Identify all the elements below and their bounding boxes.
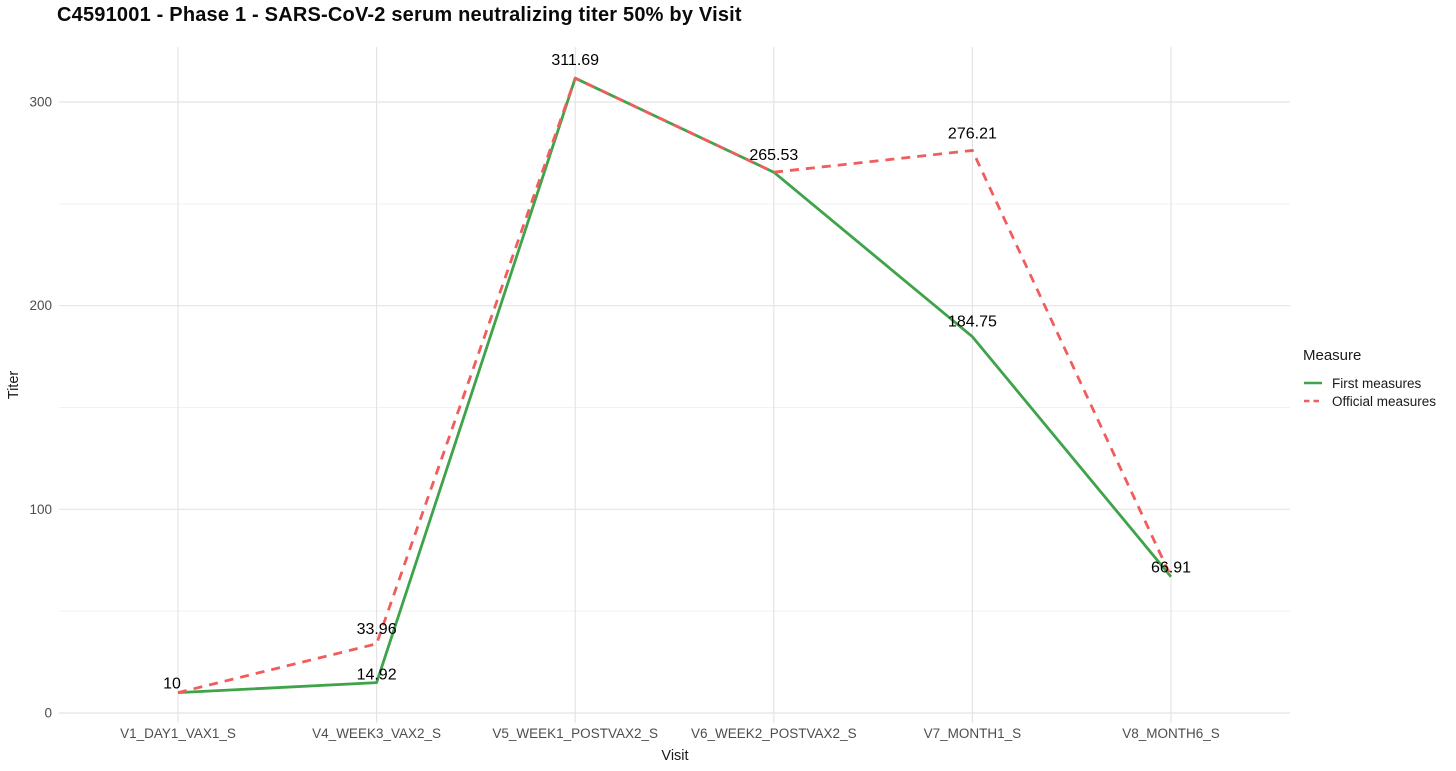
y-tick-label: 100: [29, 502, 52, 517]
legend-item-official-measures: Official measures: [1303, 392, 1436, 410]
solid-line-swatch-icon: [1304, 381, 1322, 385]
legend-item-first-measures: First measures: [1303, 374, 1436, 392]
x-tick-label: V5_WEEK1_POSTVAX2_S: [492, 726, 658, 741]
dashed-line-swatch-icon: [1304, 399, 1322, 403]
x-tick-label: V1_DAY1_VAX1_S: [120, 726, 236, 741]
point-label: 276.21: [948, 125, 997, 142]
x-tick-label: V7_MONTH1_S: [924, 726, 1022, 741]
legend: Measure First measures Official measures: [1303, 347, 1436, 410]
point-label: 66.91: [1151, 560, 1191, 577]
x-axis-title: Visit: [661, 748, 689, 764]
point-label: 265.53: [749, 147, 798, 164]
point-label: 184.75: [948, 314, 997, 331]
chart-title: C4591001 - Phase 1 - SARS-CoV-2 serum ne…: [57, 4, 742, 26]
x-tick-label: V4_WEEK3_VAX2_S: [312, 726, 441, 741]
legend-label-first-measures: First measures: [1332, 375, 1422, 391]
y-axis-title: Titer: [6, 370, 22, 400]
series-line-official-measures: [177, 76, 1173, 694]
point-label: 33.96: [357, 621, 397, 638]
x-tick-label: V8_MONTH6_S: [1122, 726, 1220, 741]
point-label: 10: [163, 676, 181, 693]
series-line-first-measures: [177, 76, 1173, 695]
y-tick-label: 300: [29, 95, 52, 110]
legend-title: Measure: [1303, 347, 1362, 364]
point-label: 311.69: [551, 52, 599, 69]
y-tick-label: 0: [44, 706, 52, 721]
x-tick-label: V6_WEEK2_POSTVAX2_S: [691, 726, 857, 741]
point-label: 14.92: [357, 667, 397, 684]
y-tick-label: 200: [29, 298, 52, 313]
legend-label-official-measures: Official measures: [1332, 393, 1437, 409]
